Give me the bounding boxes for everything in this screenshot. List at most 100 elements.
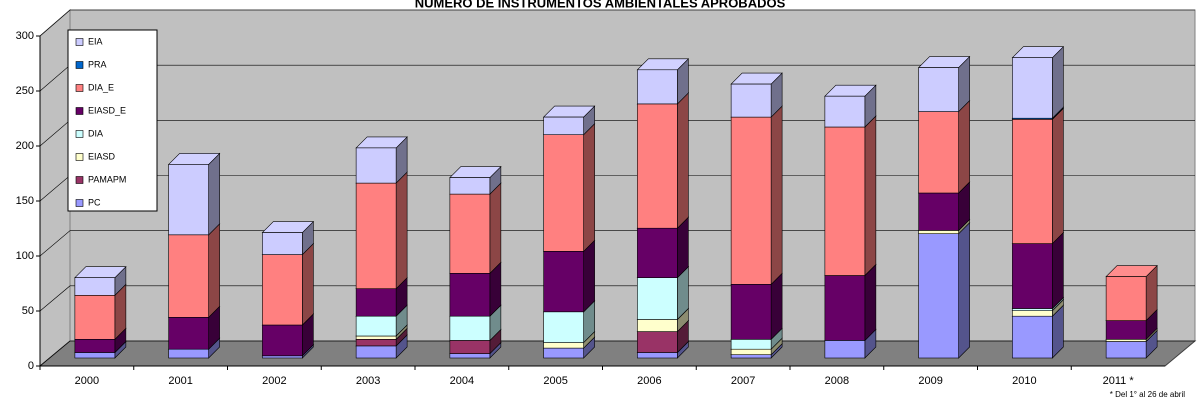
bar-segment — [730, 72, 783, 118]
grid-line — [39, 340, 1195, 367]
bar-front — [824, 126, 866, 276]
legend-label: PAMAPM — [88, 174, 126, 184]
grid-line — [39, 285, 1195, 312]
bar-side — [1052, 231, 1064, 310]
x-tick-label: 2009 — [918, 375, 942, 387]
bar-segment — [74, 283, 127, 341]
bar-front — [730, 283, 772, 340]
bar-side — [583, 122, 595, 253]
bar-front — [1105, 320, 1147, 340]
bar-front — [918, 111, 959, 194]
bar-side — [958, 221, 970, 359]
bar-segment — [824, 263, 877, 342]
legend-label: PC — [88, 197, 101, 207]
legend-swatch — [75, 38, 84, 46]
bar-front — [355, 335, 397, 340]
bar-side — [677, 92, 689, 229]
bar-segment — [730, 105, 783, 286]
y-tick-label: 100 — [16, 250, 34, 262]
bar-segment — [355, 171, 408, 290]
bar-segment — [636, 58, 690, 105]
bar-segment — [917, 221, 971, 359]
bar-front — [543, 134, 584, 252]
legend-swatch — [75, 199, 84, 207]
legend-label: EIASD — [88, 151, 116, 161]
legend-label: EIASD_E — [88, 105, 126, 115]
bar-side — [208, 152, 220, 236]
bar-front — [74, 277, 116, 296]
bar-front — [355, 147, 397, 184]
legend-swatch — [75, 130, 84, 138]
bar-front — [543, 342, 584, 349]
x-tick-label: 2004 — [450, 375, 474, 387]
bar-front — [918, 230, 959, 234]
bar-front — [637, 227, 678, 278]
bar-side — [864, 263, 877, 342]
bar-front — [1105, 276, 1147, 321]
bar-side — [489, 182, 502, 275]
y-tick-label: 300 — [16, 30, 34, 42]
bar-segment — [167, 223, 221, 319]
bar-front — [918, 192, 959, 231]
bar-front — [824, 340, 866, 359]
bar-front — [355, 345, 397, 359]
bar-segment — [824, 115, 877, 277]
bar-front — [168, 348, 209, 359]
bar-front — [449, 353, 491, 359]
x-tick-label: 2005 — [543, 375, 567, 387]
bar-segment — [1011, 45, 1065, 119]
x-tick-label: 2006 — [637, 375, 661, 387]
bar-segment — [542, 105, 596, 136]
bar-front — [1105, 338, 1147, 342]
x-tick-label: 2002 — [262, 375, 286, 387]
bar-front — [449, 272, 491, 317]
bar-front — [1012, 57, 1053, 119]
bar-front — [449, 193, 491, 274]
bar-segment — [261, 242, 315, 326]
x-tick-label: 2010 — [1012, 375, 1036, 387]
bar-front — [730, 354, 772, 359]
bar-side — [864, 115, 877, 277]
bar-front — [730, 116, 772, 285]
grid-line — [39, 230, 1195, 257]
bar-side — [302, 242, 314, 326]
bar-segment — [74, 265, 127, 297]
bar-front — [730, 83, 772, 118]
bar-front — [449, 177, 491, 195]
y-tick-label: 200 — [16, 140, 34, 152]
bar-segment — [824, 84, 877, 128]
bar-front — [449, 340, 491, 354]
legend-swatch — [75, 107, 84, 115]
bar-front — [74, 338, 116, 353]
bar-segment — [1105, 264, 1158, 322]
bar-front — [543, 347, 584, 359]
bar-segment — [1011, 231, 1065, 310]
bar-front — [824, 275, 866, 341]
bar-front — [168, 316, 209, 350]
bar-front — [74, 352, 116, 359]
bar-side — [208, 223, 220, 319]
bar-segment — [449, 165, 502, 195]
legend-swatch — [75, 176, 84, 184]
bar-side — [770, 105, 783, 286]
chart-title: NUMERO DE INSTRUMENTOS AMBIENTALES APROB… — [415, 0, 786, 10]
legend-label: DIA — [88, 128, 103, 138]
legend-swatch — [75, 61, 84, 69]
bar-front — [168, 234, 209, 318]
x-tick-label: 2003 — [356, 375, 380, 387]
grid-line — [39, 9, 1195, 37]
x-tick-label: 2011 * — [1103, 375, 1135, 387]
bar-front — [262, 254, 303, 326]
bar-front — [918, 67, 959, 112]
bar-front — [449, 315, 491, 341]
bar-front — [637, 277, 678, 320]
bar-front — [168, 164, 209, 236]
bar-front — [824, 95, 866, 128]
bar-segment — [449, 182, 502, 275]
bar-front — [262, 324, 303, 357]
bar-side — [1052, 45, 1064, 119]
legend-swatch — [75, 153, 84, 161]
y-tick-label: 250 — [16, 85, 34, 97]
bar-side — [1052, 107, 1064, 245]
x-tick-label: 2000 — [75, 375, 99, 387]
